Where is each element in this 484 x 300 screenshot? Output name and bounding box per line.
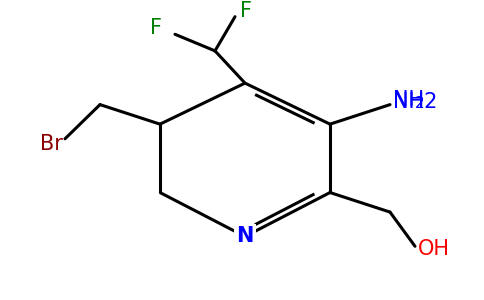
- Text: F: F: [240, 1, 252, 21]
- Text: Br: Br: [40, 134, 63, 154]
- Text: F: F: [150, 18, 162, 38]
- Text: 2: 2: [415, 96, 424, 111]
- Text: OH: OH: [418, 239, 450, 259]
- Text: NH: NH: [393, 90, 424, 110]
- Text: NH2: NH2: [393, 92, 438, 112]
- Text: N: N: [236, 226, 254, 247]
